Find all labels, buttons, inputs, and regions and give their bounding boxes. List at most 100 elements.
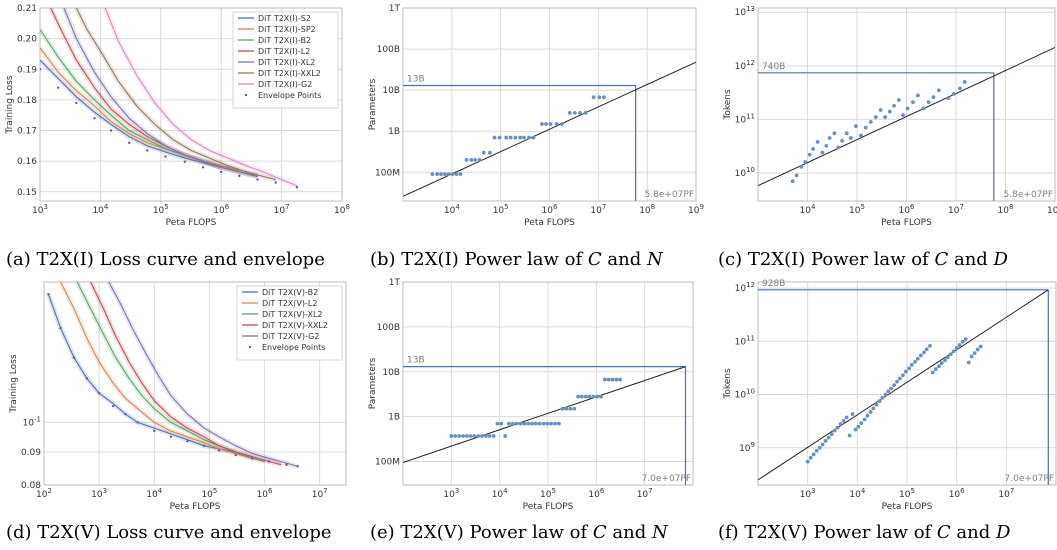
data-point [591, 95, 596, 100]
data-point [868, 410, 873, 414]
legend-label: DiT T2X(I)-SP2 [258, 25, 316, 34]
data-point [457, 434, 462, 438]
y-tick-label: 0.20 [17, 35, 37, 45]
envelope-point [183, 160, 187, 163]
y-tick-label: 1011 [735, 334, 755, 347]
x-tick-label: 106 [542, 203, 558, 216]
data-point [883, 392, 888, 397]
data-point [464, 158, 469, 162]
data-point [435, 172, 440, 177]
data-point [461, 434, 465, 438]
data-point [446, 172, 451, 177]
data-point [610, 377, 615, 382]
data-point [533, 421, 538, 426]
data-point [568, 406, 573, 411]
data-point [545, 421, 550, 426]
data-point [578, 110, 582, 115]
data-point [844, 415, 849, 420]
envelope-point [93, 117, 96, 120]
y-axis-label: Parameters [368, 357, 378, 409]
data-point [824, 144, 829, 148]
envelope-point [164, 155, 167, 158]
data-point [522, 421, 527, 426]
data-point [924, 347, 929, 352]
data-point [522, 135, 526, 140]
plot-area [758, 289, 1049, 485]
data-point [567, 110, 572, 115]
x-tick-label: 107 [998, 487, 1014, 500]
legend-label: DiT T2X(V)-G2 [262, 332, 319, 341]
fit-line [758, 289, 1049, 481]
y-tick-label: 0.09 [21, 448, 41, 458]
plot-area [40, 8, 299, 189]
fit-line [758, 47, 1055, 187]
envelope-point [75, 101, 78, 105]
envelope-point [146, 149, 149, 152]
caption-e: (e) T2X(V) Power law of C and N [370, 522, 668, 543]
data-point [871, 406, 876, 411]
envelope-point [295, 186, 299, 189]
plot-frame [402, 7, 697, 202]
data-point [537, 421, 542, 426]
data-point [799, 164, 804, 169]
plot-frame [757, 7, 1056, 202]
data-point [918, 353, 923, 358]
data-point [803, 160, 808, 164]
data-point [898, 376, 902, 381]
data-point [449, 434, 454, 438]
data-point [883, 115, 888, 120]
y-tick-label: 0.08 [21, 481, 41, 491]
data-point [915, 356, 920, 361]
x-tick-label: 109 [1047, 203, 1057, 216]
y-tick-label: 0.16 [17, 157, 37, 167]
x-tick-label: 107 [312, 487, 328, 500]
x-axis-label: Peta FLOPS [524, 218, 575, 228]
data-point [820, 442, 825, 447]
legend-label: DiT T2X(I)-XL2 [258, 58, 315, 67]
data-point [946, 96, 951, 100]
data-point [465, 434, 469, 438]
y-tick-label: 100B [377, 45, 400, 55]
data-point [896, 98, 901, 102]
guide-x-label: 5.8e+07PF [1004, 190, 1053, 200]
data-point [487, 150, 492, 155]
data-point [530, 421, 534, 426]
x-tick-label: 104 [492, 487, 508, 500]
data-point [838, 422, 843, 426]
data-point [903, 369, 908, 374]
data-point [921, 106, 926, 111]
data-point [564, 406, 569, 411]
data-point [583, 110, 588, 115]
caption-b: (b) T2X(I) Power law of C and N [370, 249, 663, 270]
data-point [439, 172, 443, 177]
data-point [972, 351, 977, 356]
x-tick-label: 103 [443, 487, 459, 500]
data-point [916, 93, 920, 98]
envelope-point [256, 178, 259, 181]
y-tick-label: 0.21 [17, 4, 37, 14]
x-tick-label: 103 [91, 487, 107, 500]
data-point [859, 133, 863, 138]
envelope-point [202, 444, 206, 448]
data-point [484, 434, 488, 438]
data-point [591, 394, 596, 399]
legend-marker [248, 345, 252, 349]
y-tick-label: 100B [377, 323, 400, 333]
data-point [599, 394, 603, 399]
envelope-point [251, 457, 254, 460]
fit-line [403, 366, 686, 464]
data-point [878, 108, 883, 112]
legend-label: Envelope Points [258, 91, 321, 100]
series-line [40, 59, 222, 168]
data-point [442, 172, 447, 177]
x-tick-label: 108 [334, 203, 350, 216]
chart-panel-2: 104 105 106 107 108 109 100M 1B 10B 100B 1T Peta FL… [368, 4, 704, 228]
data-point [877, 399, 882, 404]
data-point [481, 150, 486, 155]
data-point [836, 145, 841, 150]
plot-area [46, 282, 299, 469]
data-point [901, 113, 905, 118]
data-point [527, 135, 531, 140]
x-tick-label: 105 [540, 487, 556, 500]
